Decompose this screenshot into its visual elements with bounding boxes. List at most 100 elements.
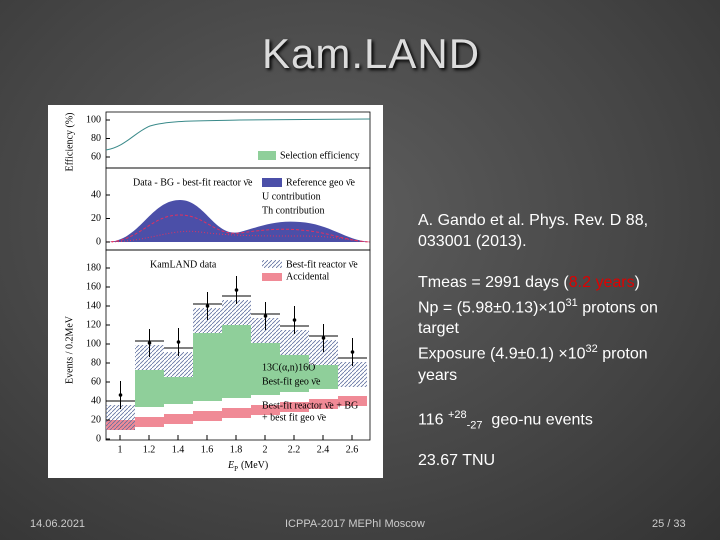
geo-band [193, 333, 222, 401]
accidental-band [251, 405, 280, 415]
footer-conference: ICPPA-2017 MEPhI Moscow [285, 518, 425, 530]
y-tick-label: 100 [86, 114, 101, 125]
text: ) [634, 274, 640, 291]
geo-band [222, 325, 251, 398]
geo-band [280, 355, 309, 392]
legend-label: Accidental [286, 271, 330, 282]
y-tick-label: 160 [86, 281, 101, 292]
slide-title: Kam.LAND [262, 30, 481, 77]
geo-band [135, 370, 164, 407]
y-tick-label: 60 [91, 376, 101, 387]
legend-label: KamLAND data [150, 259, 217, 270]
y-tick-label: 40 [91, 189, 101, 200]
legend-label: Reference geo ν̄e [286, 177, 355, 188]
text: proton years [418, 345, 648, 384]
accidental-band [338, 396, 367, 406]
y-tick-label: 0 [96, 433, 101, 444]
subscript: P [234, 465, 238, 473]
exponent: 32 [585, 343, 598, 356]
footer-date: 14.06.2021 [30, 518, 86, 530]
text: Np = (5.98±0.13)×10 [418, 299, 566, 317]
y-tick-label: 20 [91, 213, 101, 224]
legend-label: U contribution [262, 191, 321, 202]
plot-frames [105, 111, 371, 441]
accidental-band [280, 402, 309, 412]
th-curve [105, 230, 371, 243]
u-curve [105, 214, 371, 243]
x-tick-label: 2 [263, 444, 268, 455]
x-tick-label: 1.8 [230, 444, 243, 455]
legend-label: Data - BG - best-fit reactor ν̄e [133, 177, 253, 188]
y-axis-label: Events / 0.2MeV [64, 315, 75, 384]
geo-events: 116 +28-27 geo-nu events [418, 405, 593, 437]
np: Np = (5.98±0.13)×1031 protons on target [418, 293, 678, 339]
y-tick-label: 100 [86, 338, 101, 349]
y-tick-label: 80 [91, 357, 101, 368]
y-tick-label: 80 [91, 133, 101, 144]
legend-swatch [262, 260, 282, 268]
geo-area [106, 200, 370, 242]
highlight: 8.2 years [568, 274, 635, 291]
legend-swatch [262, 273, 282, 281]
y-tick-label: 120 [86, 319, 101, 330]
text: geo-nu events [482, 411, 593, 429]
accidental-band [193, 411, 222, 421]
upper-error: +28 [447, 409, 467, 421]
lower-error: -27 [466, 419, 483, 432]
legend-label: Selection efficiency [280, 150, 360, 161]
reactor-band [164, 352, 193, 377]
tmeas: Tmeas = 2991 days (8.2 years) [418, 272, 698, 293]
reactor-band [338, 362, 367, 387]
reactor-band [222, 300, 251, 325]
y-tick-label: 40 [91, 395, 101, 406]
x-tick-label: 2.4 [317, 444, 330, 455]
y-tick-label: 60 [91, 151, 101, 162]
y-axis-label: Efficiency (%) [64, 113, 75, 172]
symbol: E [227, 460, 234, 471]
y-tick-label: 20 [91, 414, 101, 425]
reactor-band [280, 330, 309, 355]
x-tick-label: 1.6 [201, 444, 214, 455]
legend-label: 13C(α,n)16O [262, 362, 315, 373]
exponent: 31 [565, 297, 578, 309]
efficiency-curve [105, 118, 371, 151]
exposure: Exposure (4.9±0.1) ×1032 proton years [418, 339, 683, 385]
histogram [106, 276, 367, 430]
x-tick-label: 1.4 [172, 444, 185, 455]
tnu: 23.67 TNU [418, 452, 496, 469]
legend-label: Th contribution [262, 205, 325, 216]
legend-label: + best fit geo ν̄e [262, 412, 327, 423]
accidental-band [164, 414, 193, 424]
x-tick-label: 1 [118, 444, 123, 455]
accidental-band [309, 399, 338, 409]
reference: A. Gando et al. Phys. Rev. D 88, 033001 … [418, 212, 649, 250]
legend-swatch [262, 178, 282, 187]
reactor-band [106, 405, 135, 430]
legend-label: Best-fit geo ν̄e [262, 376, 321, 387]
y-tick-label: 180 [86, 262, 101, 273]
x-axis-label: EP (MeV) [227, 460, 268, 472]
accidental-band [222, 408, 251, 418]
text: Tmeas = 2991 days ( [418, 274, 569, 291]
stats: Tmeas = 2991 days (8.2 years) Np = (5.98… [418, 272, 698, 386]
text: 116 [418, 411, 448, 429]
unit: (MeV) [241, 460, 268, 471]
footer-page: 25 / 33 [652, 518, 686, 530]
geo-band [309, 365, 338, 389]
x-tick-label: 1.2 [143, 444, 156, 455]
legend-swatch [258, 151, 276, 160]
accidental-band [135, 417, 164, 427]
x-tick-label: 2.6 [346, 444, 359, 455]
y-tick-label: 140 [86, 300, 101, 311]
x-tick-label: 2.2 [288, 444, 301, 455]
legend-label: Best-fit reactor ν̄e + BG [262, 400, 358, 411]
legend-label: Best-fit reactor ν̄e [286, 259, 358, 270]
geo-band [164, 377, 193, 404]
text: protons on target [418, 299, 658, 338]
text: Exposure (4.9±0.1) ×10 [418, 345, 586, 363]
y-tick-label: 0 [96, 236, 101, 247]
geo-band [251, 343, 280, 395]
